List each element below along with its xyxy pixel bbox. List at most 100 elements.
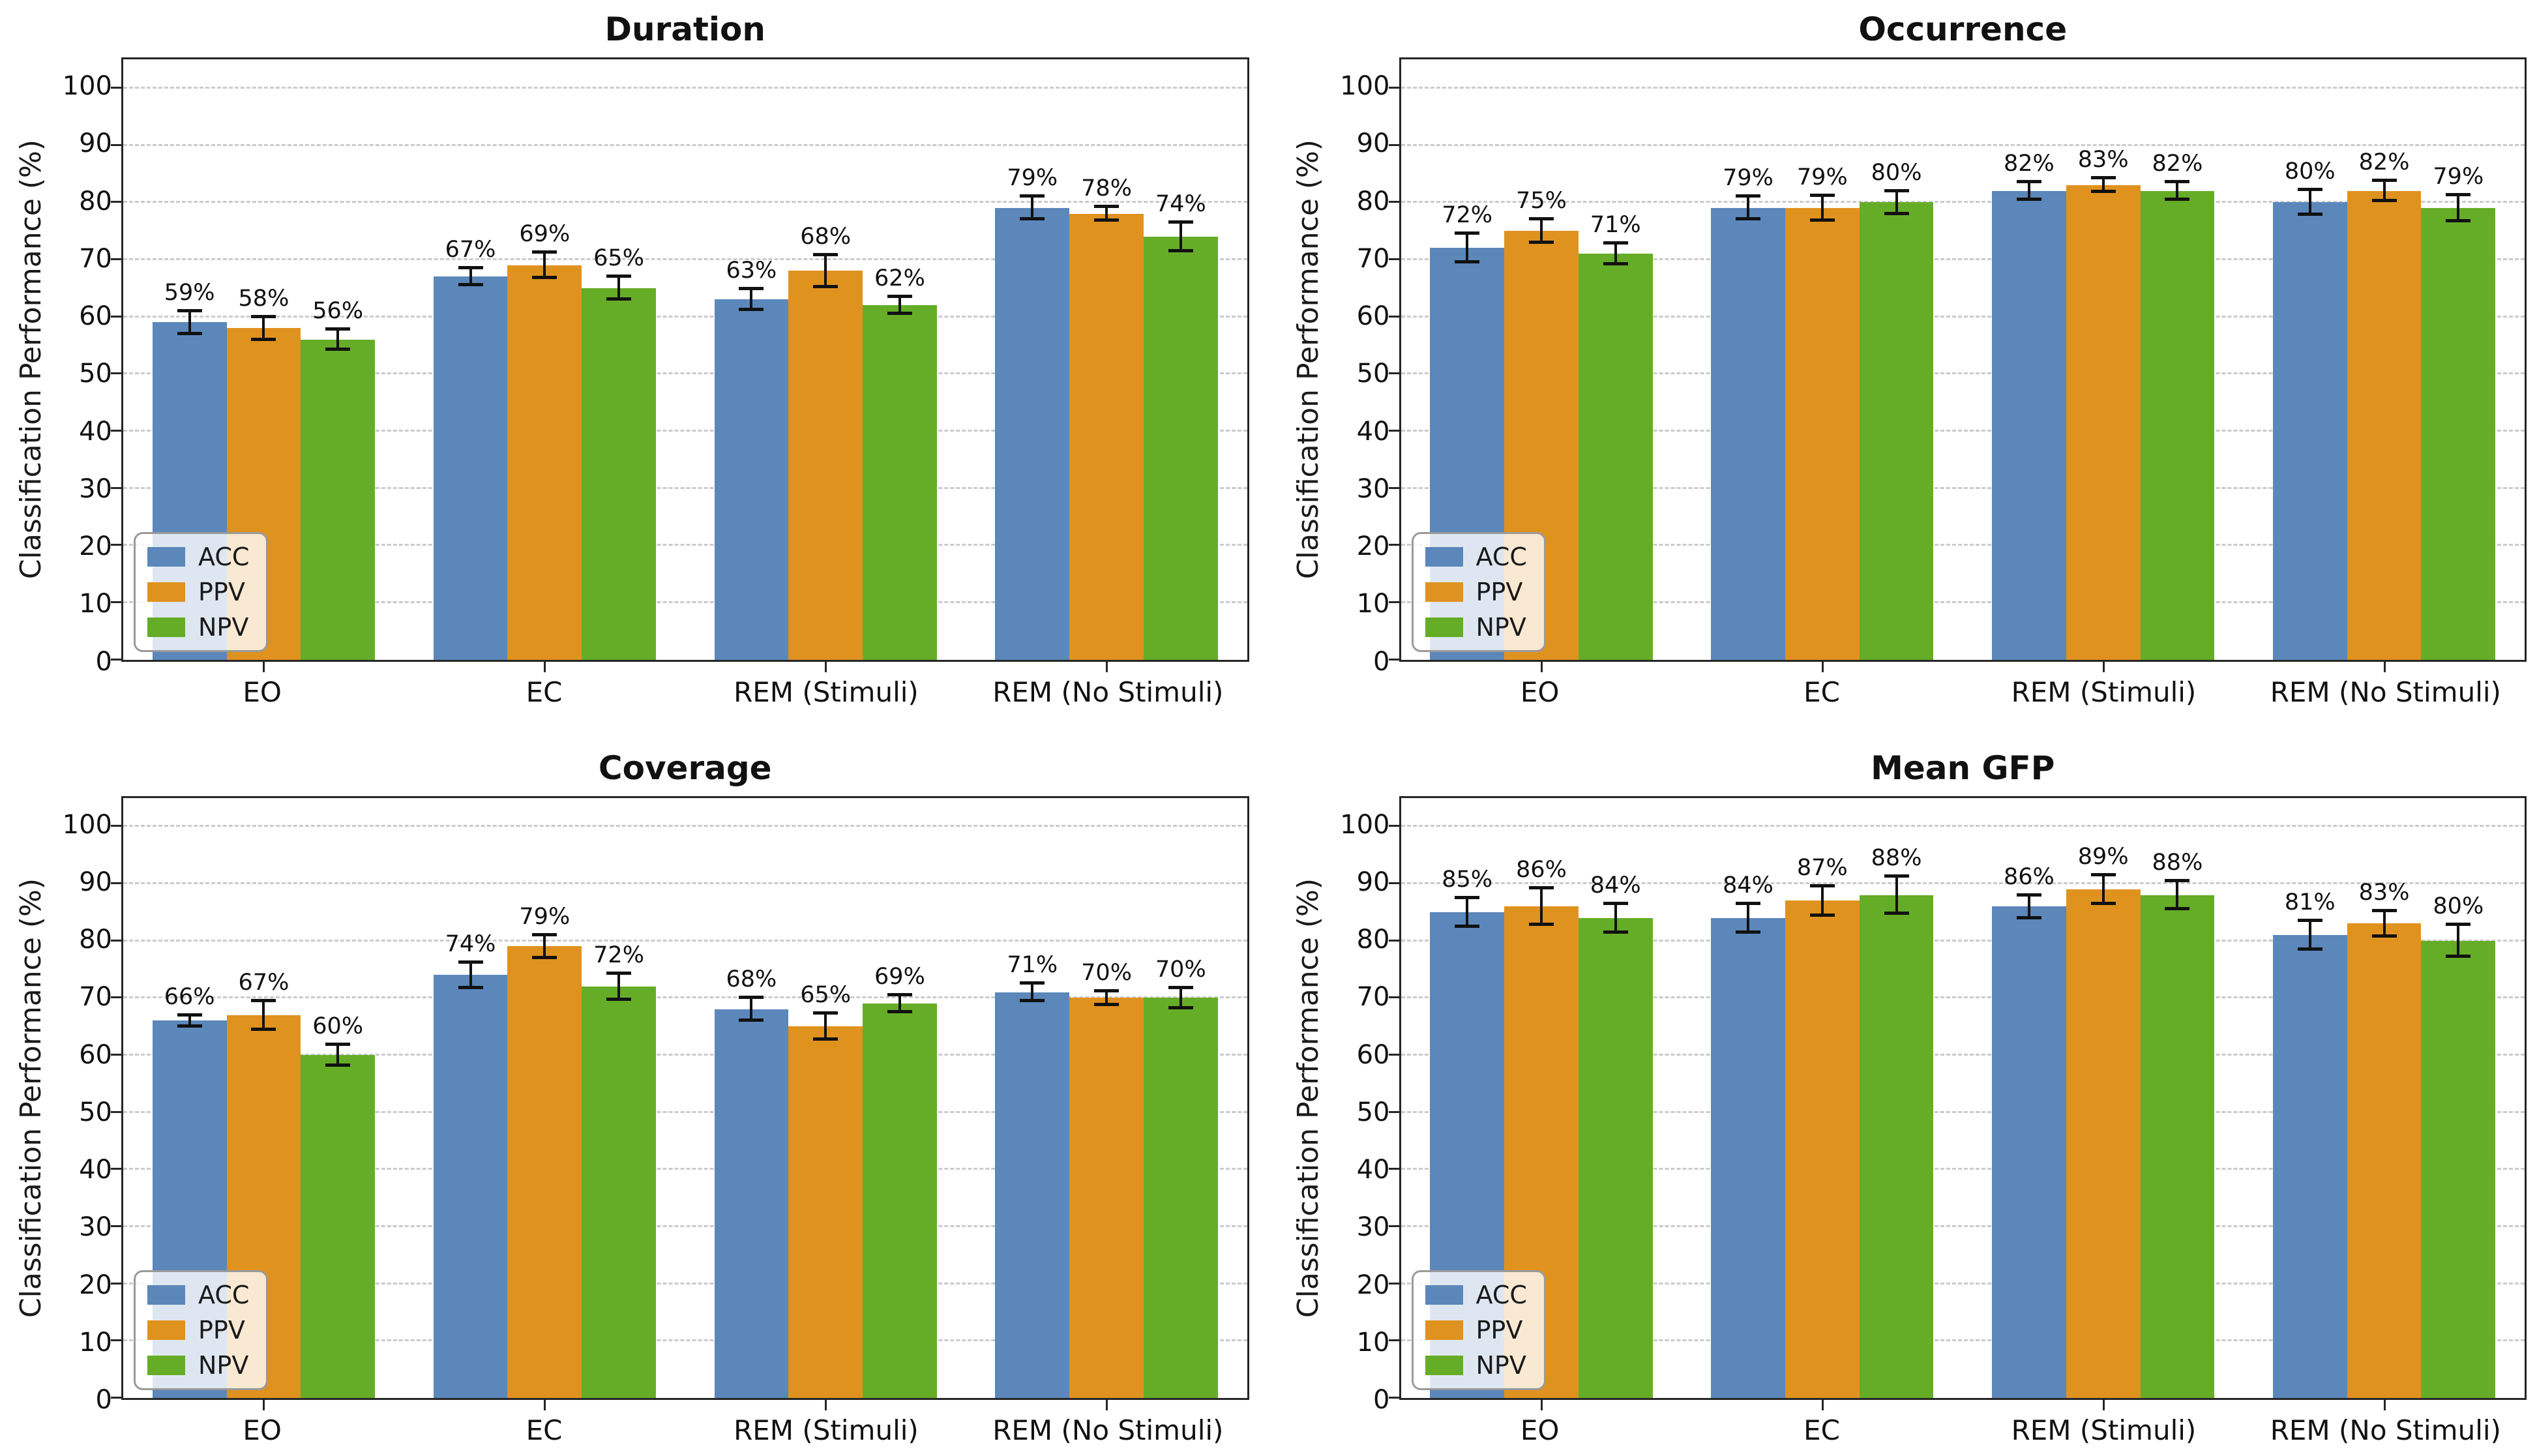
legend-label-npv: NPV (1476, 1351, 1526, 1380)
y-tick-mark (111, 1397, 121, 1399)
error-bar-stem (1031, 196, 1034, 220)
y-tick-label: 20 (79, 531, 112, 562)
plot-wrapper: 59% 67% 63% 79% 58% 69% 68% 78% 56% 65% 62% 74% ACC P… (111, 57, 1249, 709)
error-bar-stem (750, 289, 753, 310)
x-tick-label-eo: EO (1520, 1414, 1560, 1446)
y-tick-label: 10 (79, 1327, 112, 1358)
y-tick-mark (111, 1282, 121, 1285)
bar-npv-rem-stimuli (863, 305, 937, 660)
x-axis-tick-labels: EO EC REM (Stimuli) REM (No Stimuli) (1399, 1400, 2527, 1447)
y-tick-mark (111, 1339, 121, 1342)
bar-npv-eo (301, 1055, 376, 1398)
y-tick-label: 10 (1356, 1327, 1390, 1358)
x-tick-mark (2102, 1400, 2105, 1410)
x-tick-mark (1540, 661, 1543, 672)
y-tick-mark (1388, 86, 1399, 89)
legend: ACC PPV NPV (1411, 1270, 1546, 1390)
bar-value-label: 68% (726, 966, 777, 993)
gridline-40 (1401, 1168, 2525, 1170)
error-bar-cap-top (2371, 178, 2397, 182)
error-bar-cap-top (458, 960, 483, 964)
bar-value-label: 79% (1007, 165, 1058, 192)
bar-value-label: 74% (445, 930, 496, 957)
y-tick-mark (1388, 372, 1399, 375)
error-bar-cap-bottom (1884, 911, 1909, 915)
error-bar-cap-bottom (887, 1010, 912, 1014)
y-tick-mark (111, 1054, 121, 1056)
gridline-70 (123, 258, 1247, 260)
bar-value-label: 65% (800, 982, 852, 1009)
y-tick-label: 100 (1340, 71, 1390, 102)
error-bar-stem (2027, 895, 2030, 918)
legend-item-acc: ACC (147, 1283, 249, 1307)
y-axis-label: Classification Performance (%) (1292, 140, 1325, 580)
error-bar-stem (2457, 925, 2460, 957)
legend-item-ppv: PPV (147, 1318, 249, 1343)
y-tick-label: 60 (1356, 301, 1390, 332)
bar-value-label: 72% (1442, 202, 1493, 229)
error-bar-cap-bottom (606, 997, 632, 1001)
error-bar-stem (898, 994, 901, 1013)
error-bar-stem (2176, 182, 2179, 200)
gridline-100 (123, 86, 1247, 89)
y-tick-mark (111, 486, 121, 489)
error-bar-cap-top (1455, 895, 1480, 899)
error-bar-stem (543, 934, 546, 958)
bar-value-label: 86% (2004, 863, 2055, 890)
bar-value-label: 80% (2433, 893, 2484, 920)
error-bar-stem (824, 1013, 827, 1040)
error-bar-cap-top (1020, 981, 1045, 985)
gridline-50 (123, 372, 1247, 375)
chart-title: Coverage (598, 749, 772, 787)
error-bar-cap-top (739, 287, 764, 291)
error-bar-stem (898, 296, 901, 314)
error-bar-cap-top (325, 1043, 351, 1047)
bar-value-label: 83% (2077, 147, 2129, 173)
error-bar-stem (2101, 874, 2105, 904)
legend-label-acc: ACC (198, 1281, 250, 1309)
y-tick-mark (1388, 486, 1399, 489)
bar-acc-ec (1711, 917, 1785, 1398)
gridline-80 (123, 201, 1247, 203)
bar-ppv-rem-no-stimuli (2347, 923, 2422, 1398)
error-bar-cap-bottom (2297, 213, 2322, 216)
error-bar-cap-top (1736, 901, 1761, 905)
legend: ACC PPV NPV (1411, 531, 1546, 652)
bar-acc-rem-stimuli (1992, 190, 2066, 660)
y-tick-mark (1388, 1110, 1399, 1113)
x-tick-mark (263, 1400, 265, 1410)
x-tick-label-eo: EO (243, 1414, 282, 1446)
chart-title: Occurrence (1858, 10, 2068, 48)
error-bar-cap-top (1809, 884, 1835, 887)
legend-label-ppv: PPV (198, 577, 245, 606)
x-tick-mark (263, 661, 265, 672)
bar-npv-ec (1859, 202, 1934, 660)
y-tick-mark (1388, 939, 1399, 942)
y-tick-label: 0 (95, 1385, 112, 1415)
x-tick-mark (1106, 661, 1108, 672)
bar-acc-ec (433, 975, 508, 1398)
y-tick-label: 30 (1356, 473, 1390, 504)
bar-ppv-rem-no-stimuli (1069, 213, 1144, 660)
legend-swatch-acc (147, 546, 185, 567)
y-tick-mark (1388, 258, 1399, 260)
bar-acc-rem-stimuli (1992, 906, 2066, 1398)
y-tick-label: 30 (1356, 1212, 1390, 1243)
y-tick-mark (1388, 882, 1399, 884)
gridline-80 (1401, 939, 2525, 942)
y-axis-tick-labels: 0 10 20 30 40 50 60 70 80 90 100 (1329, 796, 1399, 1413)
gridline-40 (123, 1168, 1247, 1170)
y-tick-mark (111, 315, 121, 318)
gridline-40 (1401, 429, 2525, 432)
error-bar-stem (336, 1045, 340, 1065)
error-bar-cap-bottom (2446, 955, 2471, 958)
y-axis-label: Classification Performance (%) (14, 878, 48, 1318)
y-tick-label: 70 (79, 982, 112, 1013)
error-bar-stem (1466, 233, 1469, 263)
y-tick-mark (111, 601, 121, 603)
error-bar-cap-bottom (2297, 947, 2322, 951)
y-tick-label: 50 (79, 1097, 112, 1127)
gridline-50 (1401, 1110, 2525, 1113)
error-bar-cap-top (2165, 180, 2190, 184)
x-tick-mark (2383, 661, 2386, 672)
